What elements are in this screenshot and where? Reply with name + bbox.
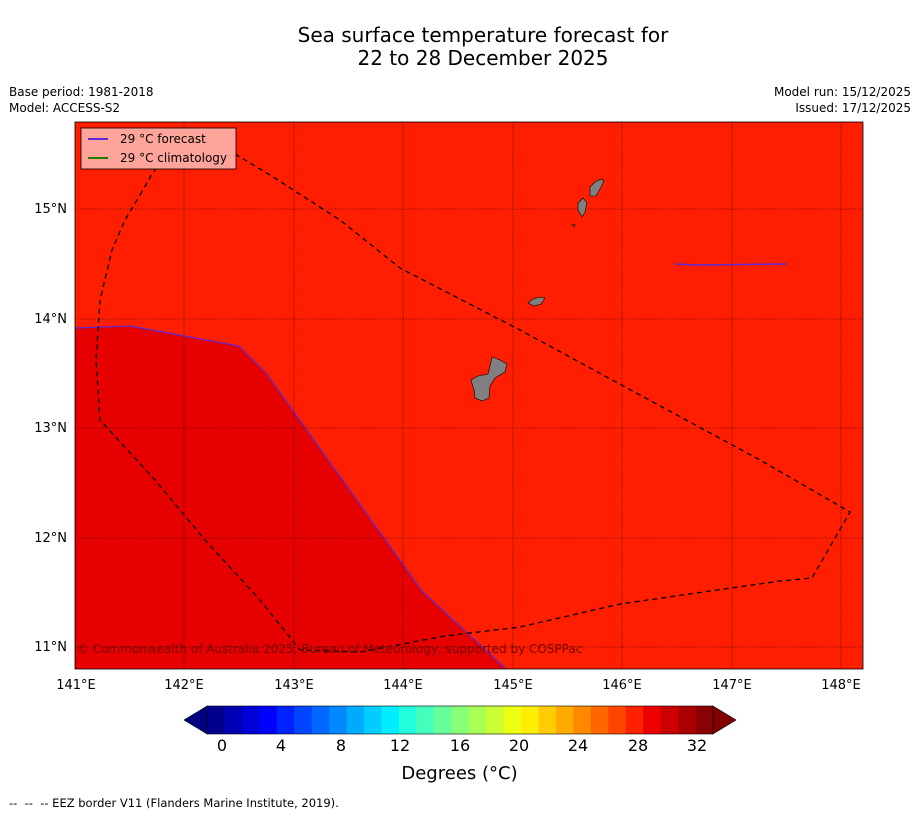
islands bbox=[470, 178, 605, 402]
map-gridlines bbox=[75, 122, 863, 669]
colorbar-segment bbox=[643, 706, 662, 734]
colorbar-segment bbox=[364, 706, 382, 734]
colorbar-segment bbox=[503, 706, 522, 734]
colorbar-segment bbox=[695, 706, 714, 734]
colorbar-segment bbox=[538, 706, 557, 734]
eez-border bbox=[95, 136, 851, 653]
x-tick-label: 142°E bbox=[164, 678, 204, 693]
saipan-island bbox=[589, 178, 605, 197]
colorbar-tick: 32 bbox=[686, 736, 708, 755]
chart-title-line1: Sea surface temperature forecast for bbox=[297, 23, 669, 47]
x-tick-label: 143°E bbox=[274, 678, 314, 693]
legend-forecast-label: 29 °C forecast bbox=[120, 132, 206, 146]
colorbar-unit-label: Degrees (°C) bbox=[401, 763, 518, 784]
colorbar-segment bbox=[329, 706, 348, 734]
colorbar-segment bbox=[224, 706, 243, 734]
colorbar-segment bbox=[416, 706, 435, 734]
colorbar-tick: 28 bbox=[627, 736, 649, 755]
colorbar-segment bbox=[207, 706, 225, 734]
y-tick-label: 15°N bbox=[34, 202, 67, 217]
y-tick-label: 11°N bbox=[34, 640, 67, 655]
model-name: Model: ACCESS-S2 bbox=[9, 101, 121, 115]
model-run: Model run: 15/12/2025 bbox=[773, 85, 911, 99]
colorbar-segment bbox=[555, 706, 574, 734]
forecast-contour-east bbox=[674, 263, 788, 266]
y-axis-labels: 15°N 14°N 13°N 12°N 11°N bbox=[34, 202, 67, 655]
colorbar-segment bbox=[486, 706, 505, 734]
colorbar-tick: 20 bbox=[508, 736, 530, 755]
x-axis-labels: 141°E 142°E 143°E 144°E 145°E 146°E 147°… bbox=[56, 678, 861, 693]
tinian-island bbox=[577, 197, 588, 218]
x-tick-label: 147°E bbox=[712, 678, 752, 693]
colorbar-tick: 24 bbox=[567, 736, 589, 755]
colorbar-segment bbox=[311, 706, 330, 734]
guam-island bbox=[470, 356, 508, 402]
copyright-text: © Commonwealth of Australia 2025, Bureau… bbox=[77, 642, 582, 656]
colorbar bbox=[183, 705, 737, 735]
colorbar-segment bbox=[398, 706, 417, 734]
x-tick-label: 141°E bbox=[56, 678, 96, 693]
map-legend: 29 °C forecast 29 °C climatology bbox=[80, 127, 237, 170]
colorbar-segment bbox=[294, 706, 313, 734]
colorbar-segments bbox=[207, 706, 714, 734]
colorbar-segment bbox=[259, 706, 278, 734]
base-period: Base period: 1981-2018 bbox=[9, 85, 154, 99]
map-frame bbox=[74, 121, 864, 670]
y-tick-label: 13°N bbox=[34, 421, 67, 436]
colorbar-segment bbox=[241, 706, 260, 734]
issued-date: Issued: 17/12/2025 bbox=[795, 101, 911, 115]
x-tick-label: 146°E bbox=[602, 678, 642, 693]
colorbar-segment bbox=[521, 706, 540, 734]
colorbar-segment bbox=[660, 706, 679, 734]
legend-box bbox=[80, 127, 237, 170]
colorbar-segment bbox=[678, 706, 697, 734]
colorbar-segment bbox=[468, 706, 487, 734]
colorbar-tick: 16 bbox=[449, 736, 471, 755]
x-tick-label: 148°E bbox=[821, 678, 861, 693]
colorbar-segment bbox=[346, 706, 365, 734]
colorbar-frame bbox=[206, 705, 714, 735]
colorbar-segment bbox=[433, 706, 452, 734]
eez-footnote: -- -- -- EEZ border V11 (Flanders Marine… bbox=[9, 796, 339, 810]
x-tick-label: 144°E bbox=[383, 678, 423, 693]
map-area bbox=[74, 122, 863, 670]
colorbar-tick: 8 bbox=[335, 736, 347, 755]
aguijan-island bbox=[571, 223, 576, 228]
meta-right: Model run: 15/12/2025 Issued: 17/12/2025 bbox=[774, 84, 911, 116]
colorbar-over-arrow bbox=[712, 705, 737, 735]
colorbar-segment bbox=[625, 706, 644, 734]
colorbar-segment bbox=[451, 706, 470, 734]
colorbar-segment bbox=[573, 706, 592, 734]
y-tick-label: 14°N bbox=[34, 312, 67, 327]
chart-title-line2: 22 to 28 December 2025 bbox=[357, 46, 609, 70]
y-tick-label: 12°N bbox=[34, 531, 67, 546]
colorbar-under-arrow bbox=[183, 705, 208, 735]
hot-region bbox=[75, 326, 506, 669]
colorbar-tick: 4 bbox=[275, 736, 287, 755]
colorbar-segment bbox=[590, 706, 609, 734]
legend-climatology-label: 29 °C climatology bbox=[120, 151, 227, 165]
colorbar-segment bbox=[276, 706, 295, 734]
colorbar-segment bbox=[381, 706, 400, 734]
colorbar-segment bbox=[608, 706, 627, 734]
forecast-contour-line bbox=[74, 325, 507, 670]
meta-left: Base period: 1981-2018 Model: ACCESS-S2 bbox=[9, 84, 154, 116]
colorbar-tick: 0 bbox=[216, 736, 228, 755]
rota-island bbox=[527, 296, 546, 307]
x-tick-label: 145°E bbox=[493, 678, 533, 693]
colorbar-tick: 12 bbox=[389, 736, 411, 755]
